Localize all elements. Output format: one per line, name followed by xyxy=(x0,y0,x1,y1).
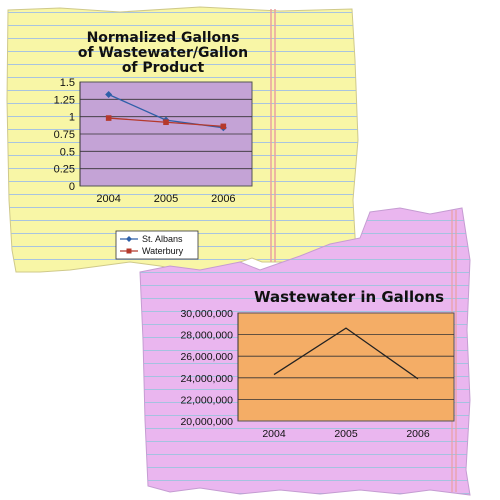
legend-swatch-marker xyxy=(126,248,132,254)
legend-box xyxy=(115,230,199,260)
y-tick-label: 22,000,000 xyxy=(180,394,233,406)
y-tick-label: 0.25 xyxy=(54,164,75,176)
chart-title: Normalized Gallons xyxy=(87,30,240,46)
legend-label: Waterbury xyxy=(142,246,184,256)
x-tick-label: 2005 xyxy=(334,428,358,440)
x-tick-label: 2004 xyxy=(262,428,286,440)
y-tick-label: 28,000,000 xyxy=(180,330,233,342)
plot-area xyxy=(237,312,455,422)
data-point xyxy=(163,119,169,126)
y-tick-label: 1 xyxy=(69,112,75,124)
chart-title: Wastewater in Gallons xyxy=(254,288,444,306)
y-tick-label: 20,000,000 xyxy=(180,416,233,428)
y-tick-label: 24,000,000 xyxy=(180,373,233,385)
y-tick-label: 1.5 xyxy=(60,77,75,89)
x-tick-label: 2006 xyxy=(406,428,430,440)
y-tick-label: 30,000,000 xyxy=(180,308,233,320)
series-line xyxy=(273,327,419,380)
chart-title: of Product xyxy=(122,60,205,76)
y-tick-label: 1.25 xyxy=(54,94,75,106)
y-tick-label: 0.5 xyxy=(60,146,75,158)
wastewater-gallons-chart: Wastewater in Gallons 20,000,000 22,000,00… xyxy=(180,288,455,440)
legend-swatch-marker xyxy=(126,236,132,242)
x-tick-label: 2006 xyxy=(211,193,235,205)
y-tick-label: 26,000,000 xyxy=(180,351,233,363)
x-tick-label: 2004 xyxy=(96,193,120,205)
y-tick-label: 0.75 xyxy=(54,129,75,141)
data-point xyxy=(105,90,113,98)
data-point xyxy=(220,123,227,130)
chart-title: of Wastewater/Gallon xyxy=(78,45,248,61)
y-tick-label: 0 xyxy=(69,181,75,193)
legend-label: St. Albans xyxy=(142,234,183,244)
data-point xyxy=(105,115,112,121)
x-tick-label: 2005 xyxy=(154,193,178,205)
